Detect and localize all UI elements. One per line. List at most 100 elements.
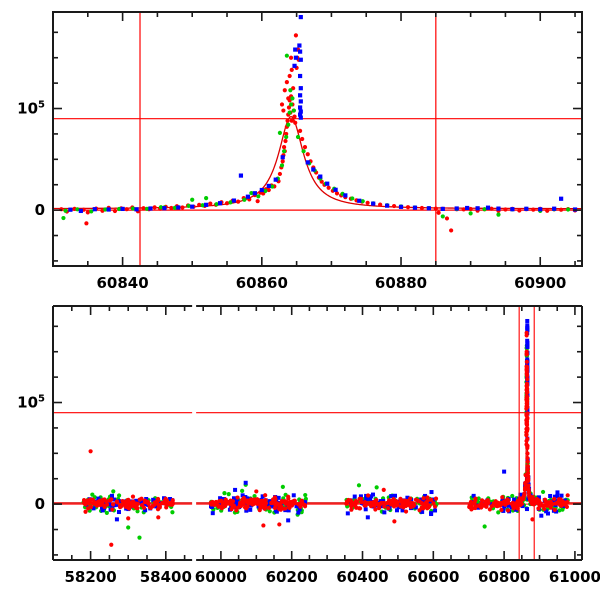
data-point [559, 493, 564, 498]
axis-frame [52, 305, 583, 561]
data-point [493, 499, 498, 504]
data-point [168, 497, 173, 501]
data-point [325, 181, 330, 186]
data-point [300, 500, 305, 505]
data-point [204, 202, 209, 207]
data-point [524, 438, 529, 444]
data-point [518, 499, 523, 504]
data-point [394, 503, 399, 508]
data-point [156, 502, 161, 507]
series-green-band [81, 343, 570, 540]
data-point [565, 207, 571, 212]
data-point [88, 449, 93, 454]
data-point [476, 496, 481, 501]
data-point [263, 497, 268, 503]
data-point [298, 109, 303, 114]
data-point [164, 505, 169, 510]
data-point [209, 504, 214, 509]
data-point [421, 502, 427, 507]
data-point [110, 507, 115, 512]
x-tick-label: 60800 [478, 568, 530, 586]
data-point [555, 500, 560, 505]
data-point [137, 497, 142, 502]
bottom-panel-full-lightcurve: 58200 58400 60000 60200 60400 60600 60800 61000… [0, 300, 600, 600]
exponent: 5 [38, 394, 45, 405]
data-point [343, 193, 348, 198]
data-point [131, 499, 136, 504]
data-point [413, 497, 419, 502]
data-point [286, 518, 291, 523]
data-point [298, 14, 303, 20]
data-point [554, 509, 559, 514]
data-point [472, 501, 477, 506]
data-point [539, 513, 544, 518]
data-point [425, 506, 430, 511]
data-point [298, 73, 303, 79]
data-point [470, 505, 475, 511]
data-point [231, 198, 237, 203]
data-point [285, 500, 290, 506]
data-point [454, 206, 459, 211]
data-point [405, 502, 410, 507]
data-point [238, 173, 244, 178]
data-point [298, 128, 303, 133]
data-point [525, 323, 530, 328]
y-tick-label: 0 [35, 201, 45, 219]
data-point [548, 505, 553, 510]
data-point [280, 499, 285, 504]
data-point [432, 504, 438, 509]
data-point [400, 508, 405, 513]
data-point [110, 493, 115, 498]
data-point [92, 207, 97, 212]
data-point [126, 525, 131, 530]
data-point [510, 493, 515, 499]
data-point [524, 442, 529, 447]
data-point [290, 96, 295, 101]
axis-ticks [52, 12, 582, 266]
x-tick-label: 60400 [336, 568, 388, 586]
y-tick-label: 0 [35, 495, 45, 513]
data-point [213, 499, 219, 505]
data-point [546, 500, 551, 506]
data-point [373, 507, 378, 512]
data-point [295, 134, 301, 140]
data-point [552, 206, 557, 211]
x-tick-label: 58400 [140, 568, 192, 586]
data-point [298, 504, 303, 509]
data-point [144, 206, 150, 211]
series-green-band [61, 53, 571, 221]
data-point [468, 499, 474, 504]
data-point [505, 499, 510, 504]
data-point [530, 517, 535, 522]
data-point [425, 502, 431, 508]
data-point [226, 492, 231, 497]
data-point [217, 201, 223, 206]
data-point [170, 510, 175, 515]
data-point [281, 145, 287, 150]
data-point [116, 493, 122, 498]
data-point [502, 504, 507, 509]
data-point [552, 496, 557, 502]
data-point [170, 501, 175, 506]
data-point [531, 207, 536, 212]
data-point [286, 105, 292, 110]
data-point [526, 476, 531, 481]
data-point [120, 206, 125, 211]
data-point [89, 209, 94, 214]
data-point [405, 205, 411, 210]
data-point [524, 417, 529, 422]
data-point [219, 506, 225, 511]
data-point [210, 511, 215, 516]
data-point [524, 206, 529, 211]
data-point [525, 338, 530, 343]
data-point [288, 88, 293, 93]
data-point [484, 504, 489, 509]
data-point [94, 503, 100, 508]
data-point [524, 412, 529, 417]
data-point [521, 493, 526, 499]
data-point [436, 210, 441, 215]
x-tick-label: 61000 [549, 568, 600, 586]
data-point [429, 490, 434, 495]
data-point [266, 505, 272, 510]
data-point [365, 200, 370, 205]
